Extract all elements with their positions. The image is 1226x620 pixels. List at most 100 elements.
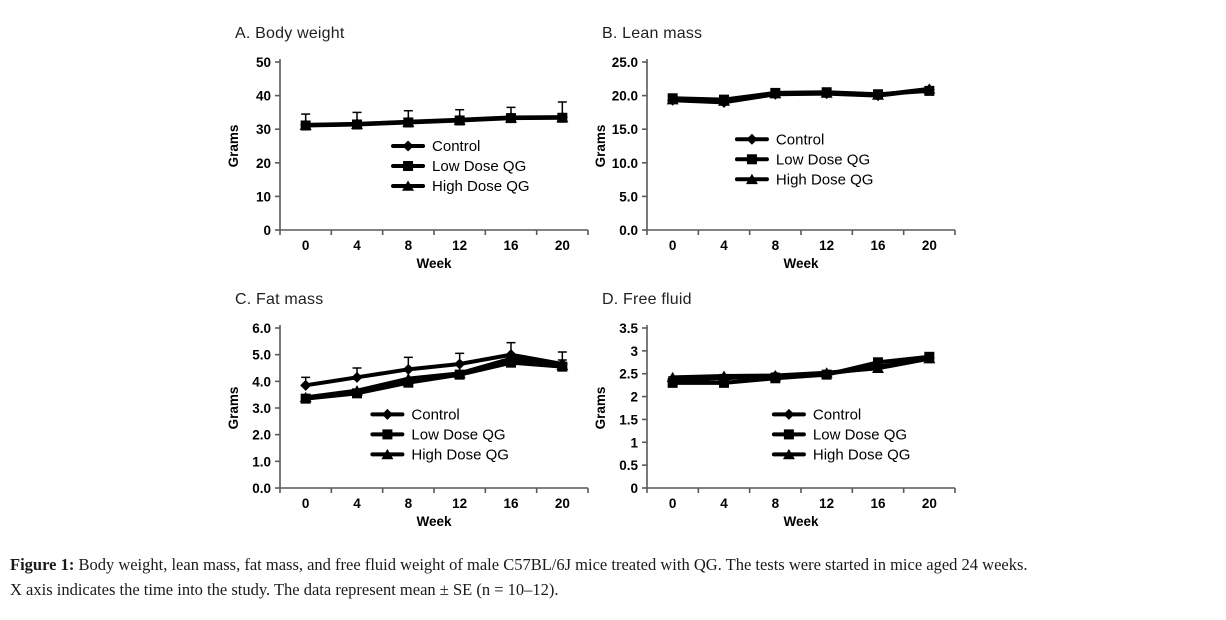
svg-text:4: 4 [720, 496, 728, 511]
legend: Control Low Dose QG High Dose QG [771, 406, 911, 463]
svg-text:3.0: 3.0 [252, 401, 271, 416]
y-axis-label: Grams [228, 125, 241, 168]
svg-text:20: 20 [555, 238, 570, 253]
svg-text:20: 20 [922, 496, 937, 511]
legend-label: Control [432, 138, 480, 155]
chart-title: B. Lean mass [602, 25, 703, 42]
svg-text:15.0: 15.0 [612, 122, 638, 137]
svg-text:20.0: 20.0 [612, 89, 638, 104]
chart-title: D. Free fluid [602, 291, 692, 308]
y-axis-label: Grams [228, 387, 241, 430]
chart-plot-fat-mass: 0.0 1.0 2.0 3.0 4.0 5.0 6.0 0 4 8 12 16 20 Week Grams C… [228, 321, 589, 529]
series-high-dose-qg [303, 356, 565, 400]
svg-text:12: 12 [819, 238, 834, 253]
svg-text:30: 30 [256, 122, 271, 137]
x-axis-label: Week [416, 514, 452, 529]
svg-text:4: 4 [353, 238, 361, 253]
chart-free-fluid: D. Free fluid 0 0.5 1 1.5 2 2.5 3 3.5 0 4 8 12 16 20 W… [595, 288, 975, 534]
svg-text:8: 8 [772, 496, 780, 511]
svg-text:16: 16 [870, 238, 886, 253]
axes: 0 10 20 30 40 50 0 4 8 12 16 20 Week Grams [228, 55, 589, 271]
svg-text:12: 12 [819, 496, 834, 511]
caption-line2: X axis indicates the time into the study… [10, 580, 559, 599]
legend-label: High Dose QG [432, 178, 530, 195]
svg-text:5.0: 5.0 [252, 348, 271, 363]
markers-high-dose-qg [666, 83, 936, 106]
series-low-dose-qg [670, 354, 932, 385]
svg-text:16: 16 [503, 496, 519, 511]
svg-text:0.0: 0.0 [619, 223, 638, 238]
series-high-dose-qg [670, 86, 932, 103]
svg-text:16: 16 [503, 238, 519, 253]
svg-text:40: 40 [256, 89, 271, 104]
svg-text:6.0: 6.0 [252, 321, 271, 336]
legend-label: High Dose QG [813, 446, 911, 463]
svg-text:0: 0 [302, 238, 310, 253]
svg-text:0: 0 [630, 481, 638, 496]
error-bars [301, 341, 567, 399]
chart-plot-body-weight: 0 10 20 30 40 50 0 4 8 12 16 20 Week Grams Control Low … [228, 55, 589, 271]
svg-text:10.0: 10.0 [612, 156, 638, 171]
svg-text:20: 20 [922, 238, 937, 253]
series-control [303, 352, 565, 388]
chart-plot-lean-mass: 0.0 5.0 10.0 15.0 20.0 25.0 0 4 8 12 16 20 Week Grams… [595, 55, 956, 271]
series-high-dose-qg [670, 356, 932, 380]
svg-text:3: 3 [630, 344, 638, 359]
legend: Control Low Dose QG High Dose QG [391, 138, 530, 195]
markers-control [300, 349, 568, 391]
axes: 0 0.5 1 1.5 2 2.5 3 3.5 0 4 8 12 16 20 Week Grams [595, 321, 956, 529]
legend-label: High Dose QG [776, 171, 874, 188]
svg-text:12: 12 [452, 238, 467, 253]
svg-text:20: 20 [555, 496, 570, 511]
x-axis-label: Week [783, 514, 819, 529]
svg-text:0: 0 [263, 223, 271, 238]
chart-title: C. Fat mass [235, 291, 324, 308]
axes: 0.0 1.0 2.0 3.0 4.0 5.0 6.0 0 4 8 12 16 20 Week Grams [228, 321, 589, 529]
y-axis-label: Grams [595, 125, 608, 168]
legend-label: Control [813, 406, 861, 423]
svg-text:1.5: 1.5 [619, 412, 638, 427]
legend-label: Low Dose QG [776, 151, 870, 168]
svg-text:8: 8 [405, 238, 413, 253]
markers-high-dose-qg [299, 353, 569, 403]
markers-high-dose-qg [299, 111, 569, 130]
svg-text:0.0: 0.0 [252, 481, 271, 496]
svg-text:2.5: 2.5 [619, 367, 638, 382]
legend-label: Control [776, 131, 824, 148]
chart-lean-mass: B. Lean mass 0.0 5.0 10.0 15.0 20.0 25.0 0 4 8 12… [595, 22, 975, 276]
chart-title: A. Body weight [235, 25, 345, 42]
svg-text:8: 8 [772, 238, 780, 253]
svg-text:0: 0 [669, 496, 677, 511]
svg-text:2: 2 [630, 390, 638, 405]
legend: Control Low Dose QG High Dose QG [370, 406, 509, 463]
svg-text:8: 8 [405, 496, 413, 511]
svg-text:2.0: 2.0 [252, 428, 271, 443]
markers-high-dose-qg [666, 353, 936, 383]
markers-control [667, 84, 935, 108]
figure-caption: Figure 1: Body weight, lean mass, fat ma… [10, 552, 1218, 602]
x-axis-label: Week [783, 256, 819, 271]
chart-plot-free-fluid: 0 0.5 1 1.5 2 2.5 3 3.5 0 4 8 12 16 20 Week Grams Contro… [595, 321, 956, 529]
svg-text:16: 16 [870, 496, 886, 511]
caption-line1: Body weight, lean mass, fat mass, and fr… [74, 555, 1028, 574]
svg-text:3.5: 3.5 [619, 321, 638, 336]
svg-text:20: 20 [256, 156, 271, 171]
chart-body-weight: A. Body weight 0 10 20 30 40 50 0 4 8 12 16 20 Week G… [228, 22, 608, 276]
svg-text:4.0: 4.0 [252, 374, 271, 389]
svg-text:4: 4 [720, 238, 728, 253]
legend-label: Low Dose QG [432, 158, 526, 175]
legend-label: Low Dose QG [813, 426, 907, 443]
svg-text:10: 10 [256, 189, 271, 204]
legend-label: High Dose QG [411, 446, 509, 463]
svg-text:25.0: 25.0 [612, 55, 638, 70]
y-axis-label: Grams [595, 387, 608, 430]
svg-text:4: 4 [353, 496, 361, 511]
svg-text:0: 0 [669, 238, 677, 253]
svg-text:0: 0 [302, 496, 310, 511]
svg-text:1.0: 1.0 [252, 454, 271, 469]
legend-label: Low Dose QG [411, 426, 505, 443]
svg-text:50: 50 [256, 55, 271, 70]
svg-text:1: 1 [630, 435, 638, 450]
legend-label: Control [411, 406, 459, 423]
